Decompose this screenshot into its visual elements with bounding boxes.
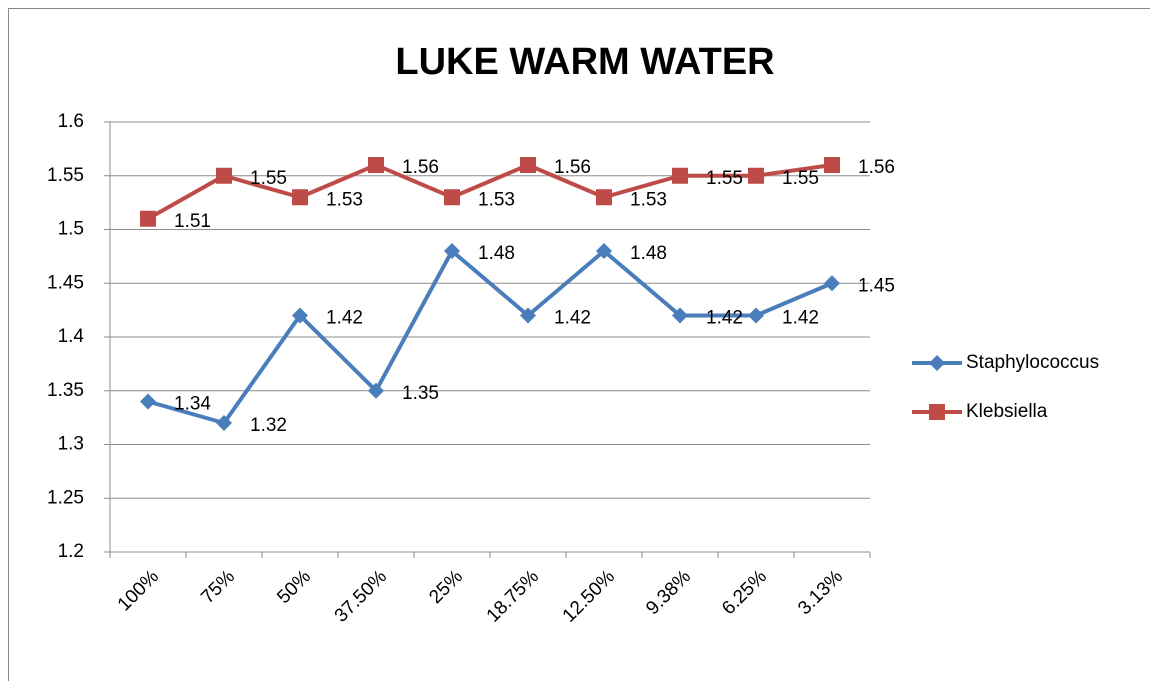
data-label: 1.55 [250,168,287,189]
data-label: 1.53 [326,189,363,210]
data-label: 1.56 [858,157,895,178]
marker [520,307,536,324]
marker [216,167,232,184]
data-label: 1.42 [326,308,363,329]
marker [444,243,460,259]
data-label: 1.42 [706,308,743,329]
y-tick-label: 1.4 [58,326,85,347]
data-label: 1.48 [630,243,667,264]
chart-title: LUKE WARM WATER [395,41,774,83]
chart-border [8,8,1150,681]
data-label: 1.53 [630,189,667,210]
marker [596,189,612,206]
y-tick-label: 1.45 [47,272,84,293]
marker [292,189,308,206]
legend-label: Staphylococcus [966,352,1099,373]
marker [216,415,232,431]
legend-label: Klebsiella [966,401,1048,422]
y-tick-label: 1.3 [58,434,84,455]
data-label: 1.56 [554,157,591,178]
data-label: 1.42 [782,308,819,329]
marker [140,210,156,227]
marker [929,355,945,371]
y-tick-label: 1.25 [47,487,84,508]
data-label: 1.48 [478,243,515,264]
marker [596,243,612,259]
marker [824,275,840,292]
y-tick-label: 1.35 [47,380,84,401]
data-label: 1.45 [858,275,895,296]
data-label: 1.53 [478,189,515,210]
y-tick-label: 1.2 [58,541,84,562]
y-tick-label: 1.6 [58,111,84,132]
marker [444,189,460,206]
data-label: 1.34 [174,394,211,415]
marker [368,382,384,399]
marker [929,404,945,420]
marker [368,157,384,173]
data-label: 1.56 [402,157,439,178]
data-label: 1.32 [250,415,287,436]
data-label: 1.51 [174,211,211,232]
y-tick-label: 1.55 [47,165,84,186]
data-label: 1.42 [554,308,591,329]
marker [292,307,308,324]
data-label: 1.55 [782,168,819,189]
data-label: 1.35 [402,383,439,404]
marker [140,393,156,410]
marker [672,167,688,184]
data-label: 1.55 [706,168,743,189]
y-tick-label: 1.5 [58,219,84,240]
series-line [147,249,833,425]
marker [672,307,688,324]
series-line [147,163,833,221]
marker [748,307,764,324]
marker [748,167,764,184]
marker [824,157,840,173]
marker [520,157,536,173]
